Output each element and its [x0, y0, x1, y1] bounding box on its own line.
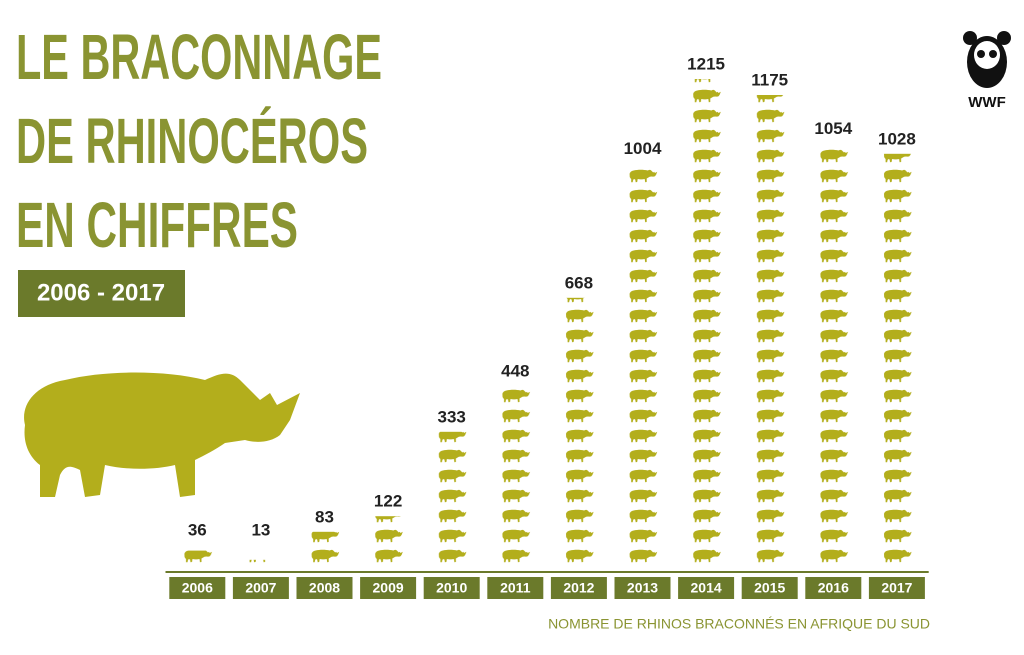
x-tick-label: 2010: [436, 580, 467, 596]
subtitle-box: [18, 270, 185, 317]
x-tick-label: 2013: [627, 580, 658, 596]
icon-column: [485, 385, 546, 565]
title-line: EN CHIFFRES: [16, 189, 298, 261]
year-box: [360, 577, 417, 599]
year-box: [550, 577, 607, 599]
x-tick-label: 2006: [182, 580, 213, 596]
value-label: 36: [188, 520, 207, 539]
icon-column: [358, 516, 418, 565]
icon-column: [612, 163, 673, 565]
value-label: 1215: [687, 54, 725, 73]
title-line: DE RHINOCÉROS: [16, 105, 368, 177]
year-box: [805, 577, 862, 599]
x-tick-label: 2016: [818, 580, 849, 596]
title: LE BRACONNAGE DE RHINOCÉROS EN CHIFFRES: [16, 21, 382, 261]
wwf-logo: WWF: [963, 31, 1011, 111]
value-label: 1028: [878, 129, 916, 148]
year-box: [487, 577, 544, 599]
year-box: [614, 577, 671, 599]
title-line: LE BRACONNAGE: [16, 21, 382, 93]
caption: NOMBRE DE RHINOS BRACONNÉS EN AFRIQUE DU…: [548, 616, 930, 632]
x-tick-label: 2014: [691, 580, 722, 596]
value-label: 1004: [624, 139, 662, 158]
icon-column: [421, 431, 482, 565]
x-tick-label: 2007: [245, 580, 276, 596]
year-box: [169, 577, 226, 599]
icon-column: [676, 79, 736, 565]
year-box: [678, 577, 735, 599]
logo-text: WWF: [968, 94, 1005, 111]
value-label: 83: [315, 507, 334, 526]
rhino-illustration: [24, 372, 301, 497]
subtitle: 2006 - 2017: [37, 279, 165, 306]
x-tick-label: 2011: [500, 580, 531, 596]
icon-column: [549, 297, 609, 565]
value-label: 13: [251, 520, 270, 539]
x-tick-label: 2012: [563, 580, 594, 596]
value-label: 448: [501, 361, 529, 380]
icon-column: [167, 550, 228, 565]
x-tick-label: 2009: [373, 580, 404, 596]
icon-column: [294, 531, 355, 565]
value-label: 668: [565, 273, 593, 292]
value-label: 1054: [814, 119, 852, 138]
value-label: 122: [374, 492, 402, 511]
x-tick-label: 2008: [309, 580, 340, 596]
year-box: [296, 577, 353, 599]
icon-column: [803, 143, 864, 565]
value-label: 1175: [751, 70, 788, 89]
year-box: [741, 577, 798, 599]
value-label: 333: [438, 407, 466, 426]
year-box: [423, 577, 480, 599]
icon-column: [231, 559, 291, 565]
year-box: [868, 577, 925, 599]
icon-column: [867, 153, 927, 566]
x-tick-label: 2015: [754, 580, 785, 596]
year-box: [232, 577, 289, 599]
x-tick-label: 2017: [881, 580, 912, 596]
icon-column: [739, 95, 800, 565]
